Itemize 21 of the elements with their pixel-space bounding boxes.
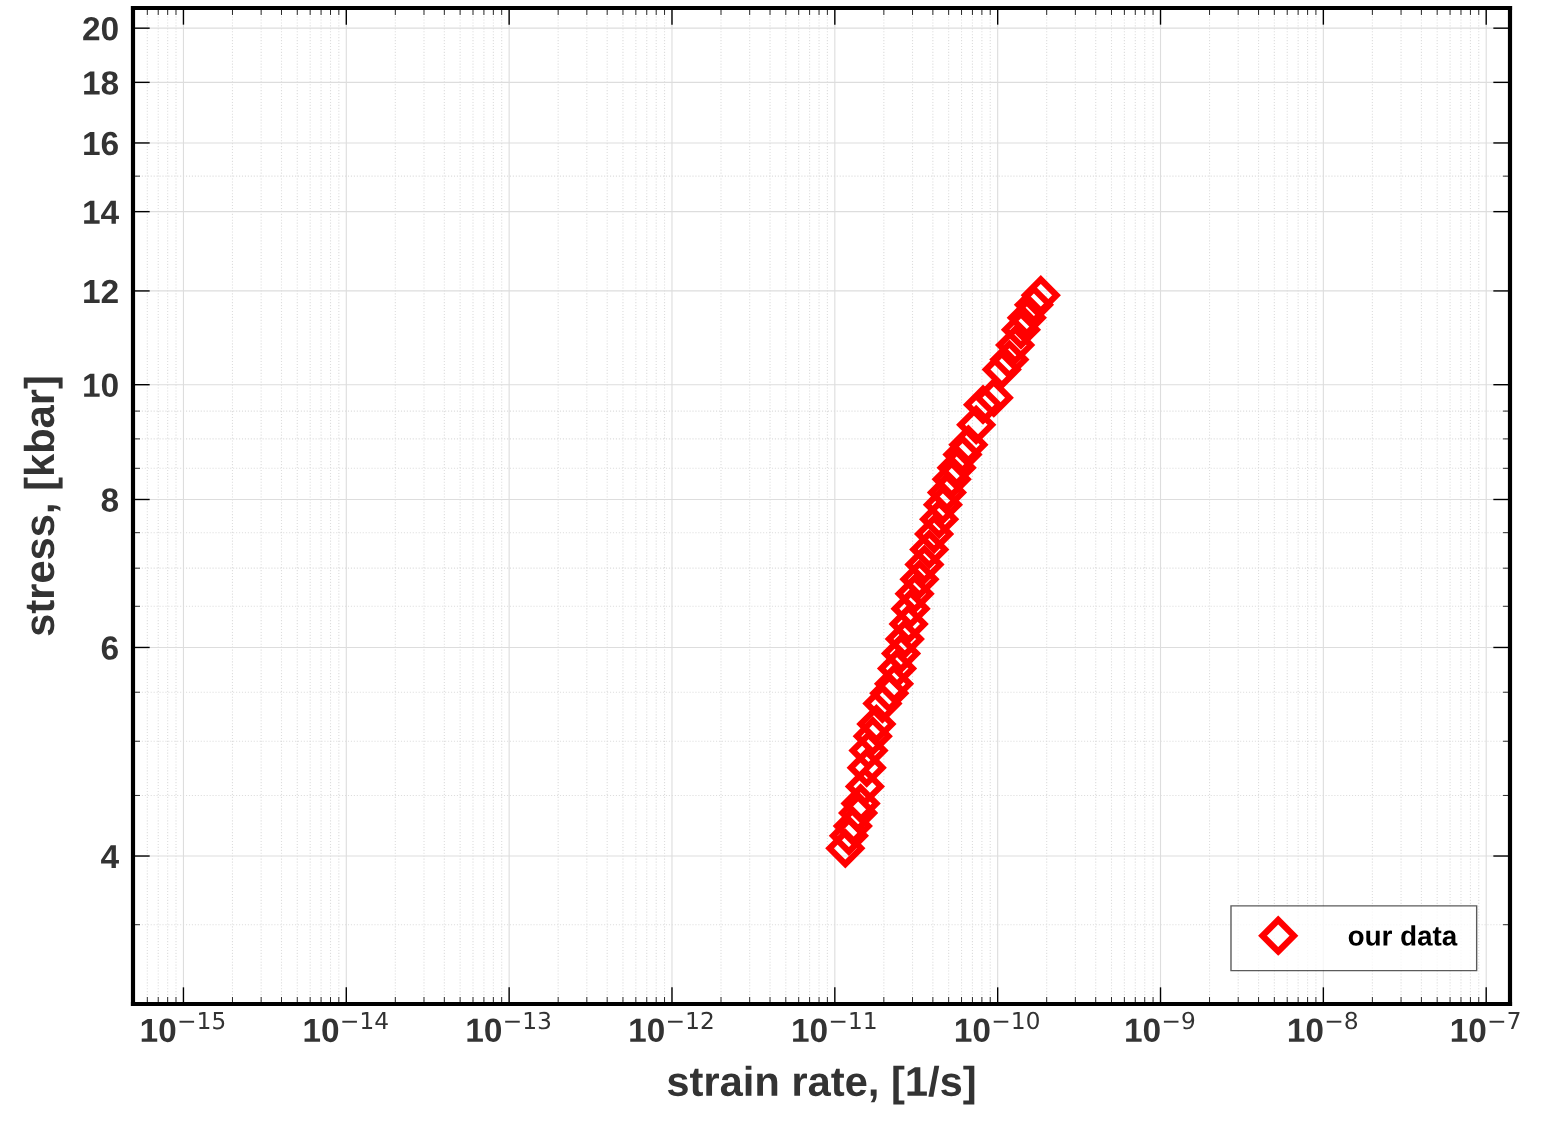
x-tick-label: 10$^{−9}$ [1126, 1011, 1195, 1043]
y-axis-title: stress, [kbar] [23, 377, 63, 636]
y-tick-label: 16 [84, 131, 118, 156]
x-tick-label: 10$^{−15}$ [141, 1012, 225, 1043]
x-tick-label: 10$^{−8}$ [1288, 1011, 1358, 1043]
x-axis-title: strain rate, [1/s] [667, 1065, 975, 1105]
x-tick-label: 10$^{−7}$ [1451, 1012, 1520, 1043]
y-tick-label: 10 [84, 373, 118, 398]
y-tick-label: 6 [101, 636, 118, 660]
y-tick-label: 8 [101, 488, 119, 512]
y-tick-label: 14 [84, 200, 119, 224]
y-tick-label: 12 [84, 279, 118, 304]
x-tick-label: 10$^{−10}$ [955, 1011, 1039, 1043]
legend-label: our data [1348, 925, 1458, 946]
x-tick-label: 10$^{−14}$ [304, 1012, 388, 1043]
x-tick-label: 10$^{−12}$ [630, 1011, 713, 1043]
y-tick-label: 18 [84, 71, 119, 95]
y-tick-label: 4 [101, 845, 119, 869]
x-tick-label: 10$^{−13}$ [467, 1011, 551, 1043]
y-tick-label: 20 [83, 16, 118, 41]
x-tick-label: 10$^{−11}$ [793, 1012, 876, 1043]
